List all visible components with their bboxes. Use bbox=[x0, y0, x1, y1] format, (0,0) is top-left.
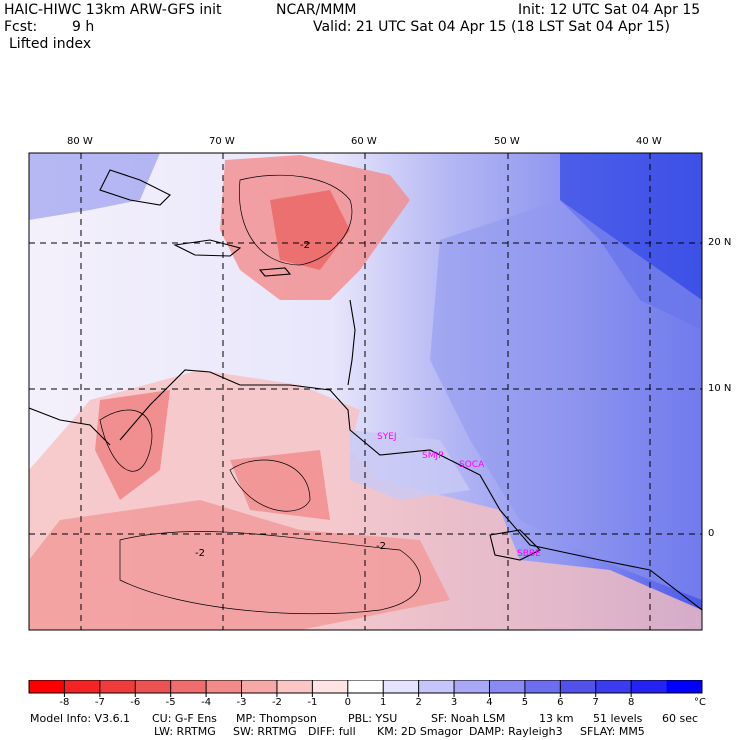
cuba-coast bbox=[99, 169, 171, 206]
unstable-core-colombia bbox=[95, 390, 170, 500]
colorbar-tick-label: -4 bbox=[201, 697, 212, 708]
station-label-smjp: SMJP bbox=[422, 451, 444, 461]
stable-region-east bbox=[430, 200, 702, 600]
lon-label-50w: 50 W bbox=[494, 136, 520, 147]
colorbar-swatch bbox=[595, 680, 632, 693]
colorbar-tick-label: -1 bbox=[307, 697, 318, 708]
lat-label-20n: 20 N bbox=[708, 237, 732, 248]
colorbar-swatch bbox=[560, 680, 597, 693]
lat-label-equator: 0 bbox=[708, 528, 715, 539]
footer-km: KM: 2D Smagor bbox=[377, 725, 463, 738]
model-title: HAIC-HIWC 13km ARW-GFS init bbox=[4, 2, 222, 18]
colorbar-tick-label: -6 bbox=[130, 697, 141, 708]
valid-time: Valid: 21 UTC Sat 04 Apr 15 (18 LST Sat … bbox=[313, 19, 671, 35]
field-name: Lifted index bbox=[9, 36, 92, 52]
footer-mp: MP: Thompson bbox=[236, 712, 317, 725]
unstable-core-caribbean bbox=[270, 190, 350, 270]
footer-model-info: Model Info: V3.6.1 bbox=[30, 712, 131, 725]
stable-region-guianas bbox=[350, 430, 470, 500]
forecast-label: Fcst: bbox=[4, 19, 38, 35]
lat-label-10n: 10 N bbox=[708, 383, 732, 394]
footer-levels: 51 levels bbox=[593, 712, 643, 725]
colorbar-tick-label: -2 bbox=[271, 697, 282, 708]
colorbar-frame bbox=[28, 680, 703, 694]
station-label-syej: SYEJ bbox=[377, 432, 397, 442]
footer-sw: SW: RRTMG bbox=[233, 725, 297, 738]
colorbar-swatch bbox=[666, 680, 703, 693]
colorbar-swatch bbox=[454, 680, 490, 693]
colorbar-swatch bbox=[135, 680, 172, 693]
station-label-soca: SOCA bbox=[459, 460, 485, 470]
colorbar-swatch bbox=[383, 680, 420, 693]
contour-caribbean bbox=[239, 174, 353, 266]
lon-label-80w: 80 W bbox=[67, 136, 93, 147]
contour-lines bbox=[99, 174, 421, 615]
colorbar-tick-label: 5 bbox=[521, 697, 529, 708]
lon-label-70w: 70 W bbox=[209, 136, 235, 147]
south-america-coast bbox=[119, 369, 702, 611]
central-america-coast bbox=[29, 407, 111, 446]
colorbar-tick-label: -5 bbox=[165, 697, 176, 708]
contour-colombia bbox=[99, 409, 153, 472]
colorbar-tick-label: 7 bbox=[592, 697, 599, 708]
stable-region-nw bbox=[29, 153, 160, 220]
footer-cu: CU: G-F Ens bbox=[152, 712, 217, 725]
footer-sf: SF: Noah LSM bbox=[431, 712, 506, 725]
colorbar bbox=[28, 680, 703, 697]
puerto-rico-coast bbox=[258, 267, 292, 277]
footer-damp: DAMP: Rayleigh3 bbox=[469, 725, 563, 738]
lesser-antilles-chain bbox=[347, 299, 356, 386]
lon-label-60w: 60 W bbox=[351, 136, 377, 147]
colorbar-swatch bbox=[489, 680, 526, 693]
footer-sflay: SFLAY: MM5 bbox=[580, 725, 645, 738]
colorbar-swatch bbox=[418, 680, 455, 693]
footer-resolution: 13 km bbox=[539, 712, 574, 725]
colorbar-swatch bbox=[631, 680, 668, 693]
colorbar-tick-label: 3 bbox=[450, 697, 458, 708]
contour-label: -2 bbox=[376, 541, 386, 552]
colorbar-swatch bbox=[524, 680, 561, 693]
colorbar-tick-label: -7 bbox=[94, 697, 105, 708]
footer-timestep: 60 sec bbox=[662, 712, 699, 725]
contour-label: -2 bbox=[300, 240, 310, 251]
contour-south bbox=[119, 531, 421, 615]
colorbar-tick-label: 6 bbox=[557, 697, 564, 708]
lon-label-40w: 40 W bbox=[636, 136, 662, 147]
unstable-core-venezuela bbox=[230, 450, 330, 520]
init-time: Init: 12 UTC Sat 04 Apr 15 bbox=[518, 2, 701, 18]
colorbar-tick-label: 2 bbox=[415, 697, 422, 708]
colorbar-swatch bbox=[170, 680, 207, 693]
colorbar-unit: °C bbox=[694, 697, 706, 708]
organization-label: NCAR/MMM bbox=[276, 2, 357, 18]
colorbar-tick-label: 1 bbox=[380, 697, 387, 708]
amazon-delta-coast bbox=[489, 529, 541, 561]
station-label-sbbe: SBBE bbox=[517, 549, 541, 559]
map-frame bbox=[28, 152, 703, 631]
contour-venezuela bbox=[229, 459, 311, 512]
colorbar-swatch bbox=[241, 680, 278, 693]
contour-label: -2 bbox=[195, 548, 205, 559]
colorbar-swatch bbox=[347, 680, 384, 693]
forecast-hour: 9 h bbox=[72, 19, 95, 35]
colorbar-swatch bbox=[64, 680, 101, 693]
footer-lw: LW: RRTMG bbox=[154, 725, 216, 738]
unstable-core-south bbox=[29, 500, 450, 630]
colorbar-swatch bbox=[276, 680, 313, 693]
coastlines bbox=[29, 169, 702, 611]
colorbar-tick-label: 4 bbox=[486, 697, 493, 708]
colorbar-swatch bbox=[206, 680, 243, 693]
colorbar-swatch bbox=[99, 680, 136, 693]
colorbar-tick-label: 0 bbox=[344, 697, 351, 708]
colorbar-tick-label: 8 bbox=[627, 697, 635, 708]
hispaniola-coast bbox=[173, 239, 242, 257]
colorbar-swatch bbox=[29, 680, 65, 693]
colorbar-tick-label: -3 bbox=[236, 697, 247, 708]
footer-pbl: PBL: YSU bbox=[348, 712, 398, 725]
footer-diff: DIFF: full bbox=[308, 725, 356, 738]
colorbar-swatch bbox=[312, 680, 349, 693]
colorbar-tick-label: -8 bbox=[59, 697, 70, 708]
graticule bbox=[29, 153, 702, 630]
